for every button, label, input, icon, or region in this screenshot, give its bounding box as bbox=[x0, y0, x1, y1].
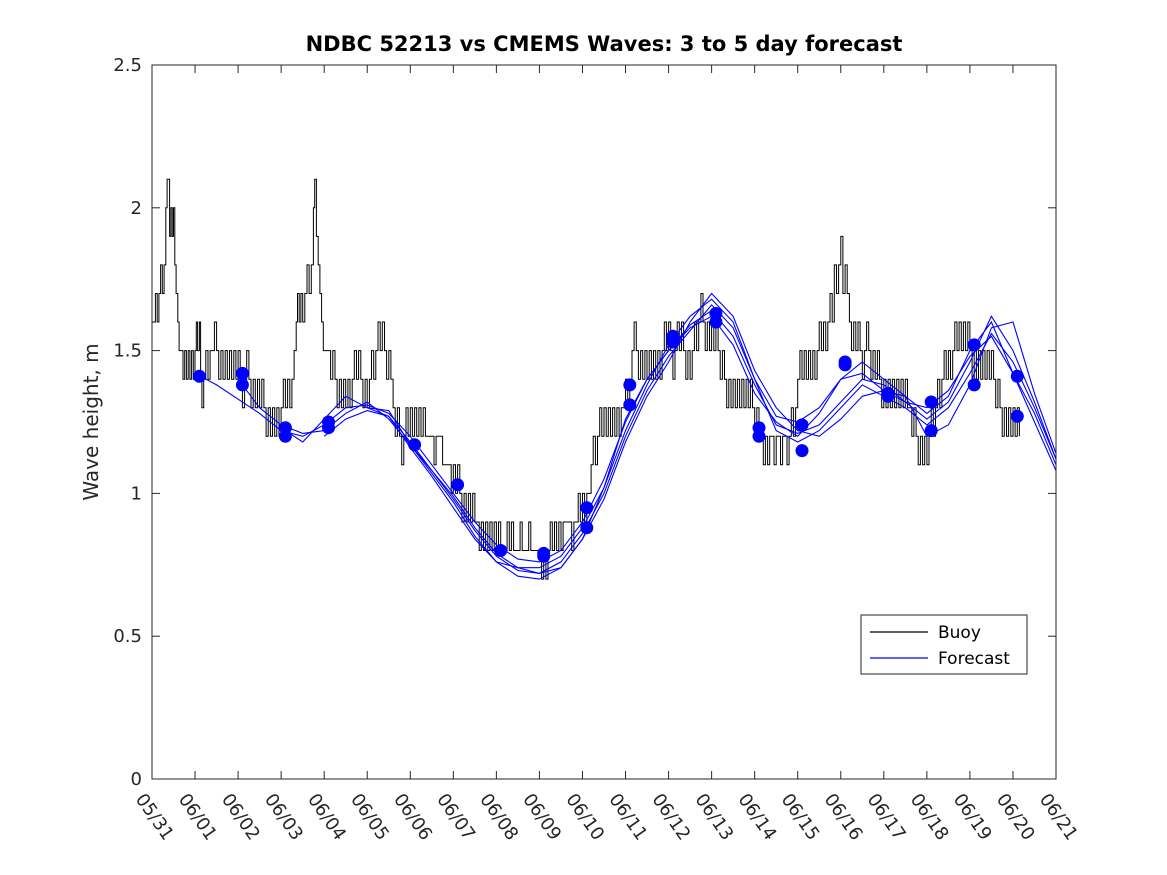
legend-buoy-label: Buoy bbox=[938, 623, 981, 643]
forecast-marker bbox=[924, 424, 938, 438]
forecast-marker bbox=[709, 315, 723, 329]
legend-forecast-label: Forecast bbox=[938, 649, 1010, 669]
y-axis-label: Wave height, m bbox=[79, 343, 103, 500]
forecast-line bbox=[237, 304, 1057, 574]
forecast-marker bbox=[795, 444, 809, 458]
forecast-marker bbox=[408, 438, 422, 452]
y-tick-label: 1.5 bbox=[113, 341, 142, 362]
legend-box bbox=[860, 614, 1028, 675]
forecast-marker bbox=[838, 358, 852, 372]
legend: Buoy Forecast bbox=[860, 614, 1028, 675]
forecast-marker bbox=[752, 429, 766, 443]
forecast-marker bbox=[494, 544, 508, 557]
forecast-marker bbox=[235, 378, 249, 392]
y-tick-label: 2.5 bbox=[113, 55, 142, 76]
forecast-markers bbox=[192, 307, 1024, 563]
forecast-marker bbox=[795, 418, 809, 432]
forecast-marker bbox=[666, 335, 680, 349]
chart-title: NDBC 52213 vs CMEMS Waves: 3 to 5 day fo… bbox=[306, 32, 903, 56]
y-tick-label: 2 bbox=[131, 198, 142, 219]
forecast-marker bbox=[235, 366, 249, 380]
y-tick-label: 1 bbox=[131, 483, 142, 504]
forecast-marker bbox=[881, 389, 895, 403]
forecast-marker bbox=[1010, 369, 1024, 383]
buoy-series bbox=[152, 178, 1020, 580]
forecast-marker bbox=[451, 478, 465, 492]
plot-frame bbox=[151, 64, 1057, 780]
forecast-marker bbox=[623, 398, 637, 412]
y-tick-label: 0.5 bbox=[113, 626, 142, 647]
forecast-marker bbox=[967, 338, 981, 352]
forecast-marker bbox=[537, 549, 551, 563]
forecast-line bbox=[194, 315, 1057, 563]
forecast-marker bbox=[924, 395, 938, 409]
forecast-marker bbox=[967, 378, 981, 392]
forecast-marker bbox=[192, 369, 206, 383]
forecast-marker bbox=[623, 378, 637, 392]
forecast-marker bbox=[322, 421, 335, 435]
forecast-marker bbox=[1010, 409, 1024, 423]
forecast-marker bbox=[278, 429, 292, 443]
y-tick-label: 0 bbox=[131, 769, 142, 790]
forecast-marker bbox=[580, 501, 594, 515]
buoy-line bbox=[152, 178, 1020, 580]
forecast-marker bbox=[580, 521, 594, 535]
